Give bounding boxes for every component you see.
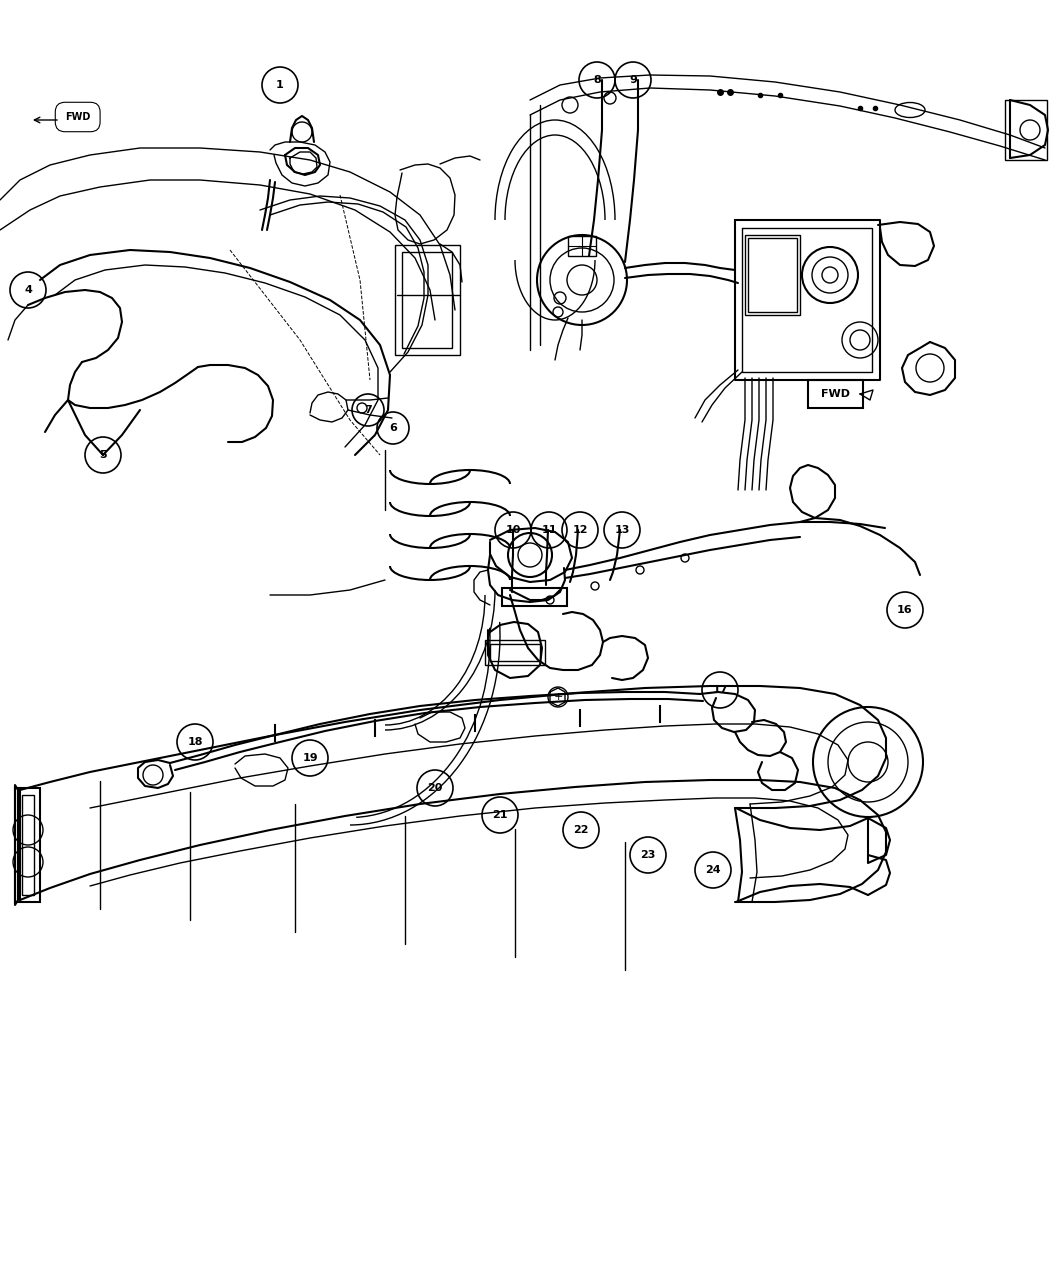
- Text: 1: 1: [276, 80, 284, 91]
- Text: 12: 12: [572, 525, 588, 536]
- Bar: [746, 235, 800, 315]
- Text: 24: 24: [706, 864, 720, 875]
- Bar: [808, 380, 863, 408]
- Bar: [395, 245, 460, 354]
- Text: 17: 17: [712, 685, 728, 695]
- Bar: [15, 788, 40, 901]
- Text: 13: 13: [614, 525, 630, 536]
- Bar: [402, 252, 452, 348]
- Text: 19: 19: [302, 754, 318, 762]
- Bar: [568, 236, 596, 256]
- Bar: [1005, 99, 1047, 159]
- Text: 21: 21: [492, 810, 508, 820]
- Text: 16: 16: [897, 606, 912, 615]
- Text: 4: 4: [24, 286, 32, 295]
- Bar: [485, 640, 545, 666]
- Text: +: +: [553, 692, 563, 703]
- Text: 10: 10: [505, 525, 521, 536]
- Text: 9: 9: [629, 75, 637, 85]
- Text: 7: 7: [364, 405, 372, 414]
- Text: FWD: FWD: [820, 389, 849, 399]
- Text: 11: 11: [541, 525, 556, 536]
- Bar: [490, 644, 540, 660]
- Text: 8: 8: [593, 75, 601, 85]
- Bar: [748, 238, 797, 312]
- Text: 6: 6: [390, 423, 397, 434]
- Text: 18: 18: [187, 737, 203, 747]
- Text: 22: 22: [573, 825, 589, 835]
- Text: 20: 20: [427, 783, 443, 793]
- Text: 5: 5: [99, 450, 107, 460]
- Text: 23: 23: [640, 850, 655, 861]
- Bar: [22, 796, 34, 895]
- Text: FWD: FWD: [65, 112, 90, 122]
- Bar: [502, 588, 567, 606]
